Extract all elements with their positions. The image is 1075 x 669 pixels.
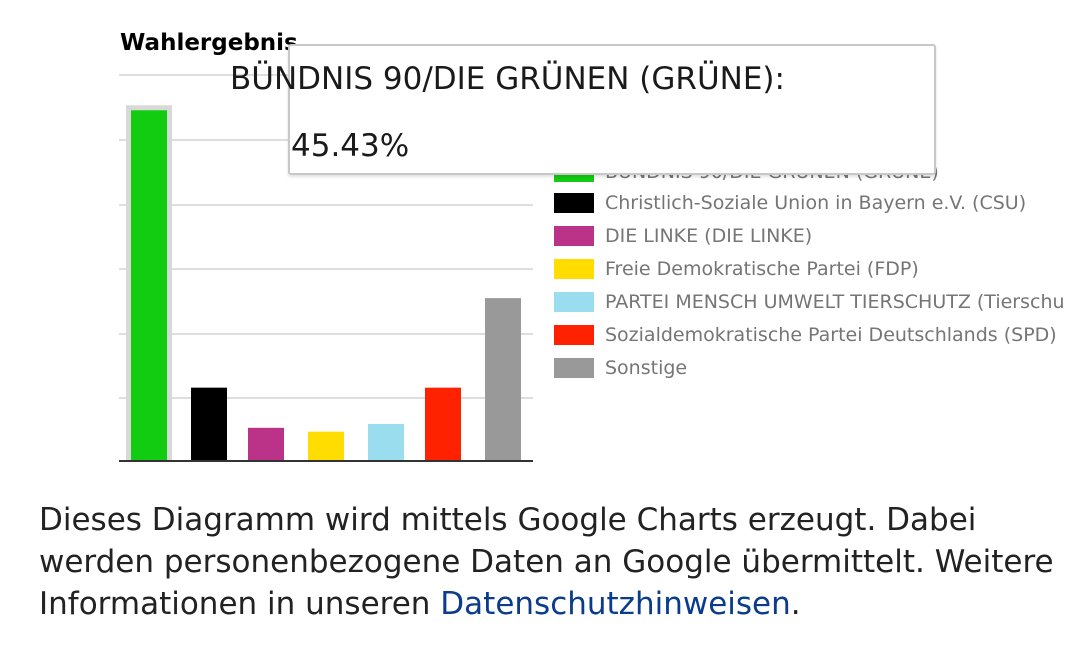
bars (126, 105, 521, 462)
privacy-notice-text: Dieses Diagramm wird mittels Google Char… (39, 502, 1054, 622)
legend-label: Freie Demokratische Partei (FDP) (605, 258, 919, 280)
legend-item-3[interactable]: DIE LINKE (DIE LINKE) (554, 221, 812, 251)
legend-item-4[interactable]: Freie Demokratische Partei (FDP) (554, 254, 919, 284)
legend-swatch (554, 325, 594, 345)
legend-swatch (554, 226, 594, 246)
legend-swatch (554, 259, 594, 279)
bar-5[interactable] (368, 423, 404, 461)
bar-3[interactable] (248, 427, 284, 461)
bar-6[interactable] (425, 387, 461, 461)
legend-item-2[interactable]: Christlich-Soziale Union in Bayern e.V. … (554, 188, 1026, 218)
legend-item-5[interactable]: PARTEI MENSCH UMWELT TIERSCHUTZ (Tiersch… (554, 287, 1065, 317)
legend-label: DIE LINKE (DIE LINKE) (605, 225, 813, 247)
legend-swatch (554, 292, 594, 312)
privacy-notice: Dieses Diagramm wird mittels Google Char… (39, 499, 1059, 625)
legend-swatch (554, 193, 594, 213)
bar-2[interactable] (191, 387, 227, 461)
legend: BÜNDNIS 90/DIE GRÜNEN (GRÜNE)Christlich-… (554, 160, 1074, 390)
tooltip-series-label: BÜNDNIS 90/DIE GRÜNEN (GRÜNE): (230, 61, 785, 97)
legend-item-7[interactable]: Sonstige (554, 353, 687, 383)
privacy-notice-suffix: . (790, 586, 801, 622)
bar-4[interactable] (308, 431, 344, 461)
legend-item-6[interactable]: Sozialdemokratische Partei Deutschlands … (554, 320, 1057, 350)
legend-label: Christlich-Soziale Union in Bayern e.V. … (605, 192, 1027, 214)
legend-label: PARTEI MENSCH UMWELT TIERSCHUTZ (Tiersch… (605, 291, 1065, 313)
tooltip (288, 44, 936, 175)
legend-label: Sonstige (605, 357, 688, 379)
legend-label: Sozialdemokratische Partei Deutschlands … (605, 324, 1057, 346)
tooltip-value: 45.43% (291, 128, 410, 164)
bar-7[interactable] (485, 298, 521, 461)
chart-title: Wahlergebnis (120, 30, 298, 56)
bar-1[interactable] (131, 110, 167, 462)
legend-swatch (554, 358, 594, 378)
privacy-link[interactable]: Datenschutzhinweisen (440, 586, 791, 622)
